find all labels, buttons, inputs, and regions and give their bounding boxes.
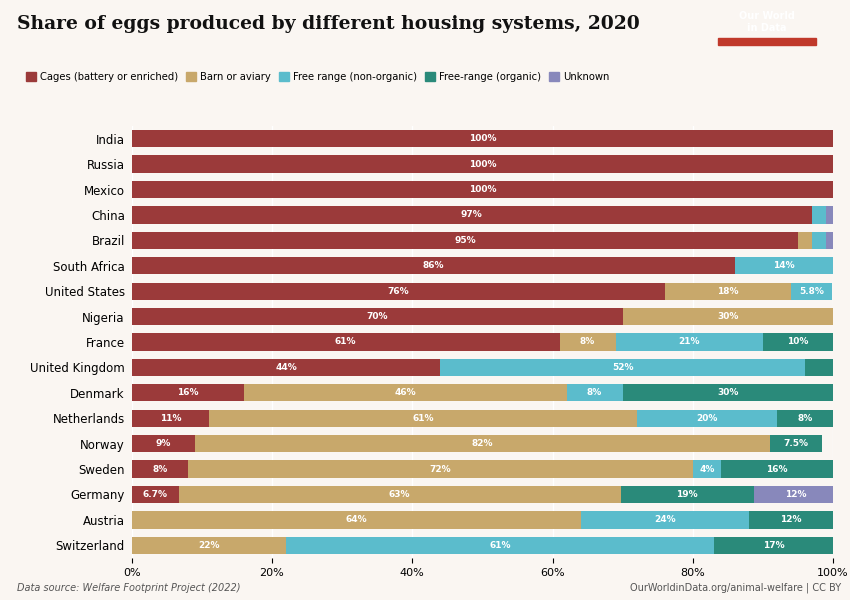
Text: 8%: 8%	[152, 464, 167, 473]
Bar	[132, 257, 734, 274]
Text: 16%: 16%	[177, 388, 199, 397]
Bar	[132, 155, 833, 173]
Text: 18%: 18%	[717, 287, 739, 296]
Bar	[567, 384, 622, 401]
Bar	[777, 410, 833, 427]
Text: Data source: Welfare Footprint Project (2022): Data source: Welfare Footprint Project (…	[17, 583, 241, 593]
Bar	[622, 308, 833, 325]
Text: 82%: 82%	[472, 439, 493, 448]
Text: 10%: 10%	[787, 337, 808, 346]
Text: 100%: 100%	[468, 185, 496, 194]
Bar	[132, 283, 665, 300]
Text: 70%: 70%	[366, 312, 388, 321]
Text: 100%: 100%	[468, 134, 496, 143]
Bar	[132, 460, 188, 478]
Text: 72%: 72%	[429, 464, 451, 473]
Text: 9%: 9%	[156, 439, 171, 448]
Text: 30%: 30%	[717, 388, 739, 397]
Text: 86%: 86%	[422, 261, 444, 270]
Bar	[209, 410, 637, 427]
Bar	[132, 181, 833, 198]
Text: 61%: 61%	[412, 414, 434, 423]
Bar	[132, 232, 798, 249]
Text: Our World: Our World	[740, 11, 795, 20]
Bar	[714, 536, 833, 554]
Text: 20%: 20%	[696, 414, 717, 423]
Bar	[622, 384, 833, 401]
Bar	[665, 283, 790, 300]
Bar	[132, 486, 178, 503]
Bar	[615, 334, 763, 350]
Bar	[812, 232, 826, 249]
Legend: Cages (battery or enriched), Barn or aviary, Free range (non-organic), Free-rang: Cages (battery or enriched), Barn or avi…	[22, 68, 613, 86]
Bar	[132, 536, 286, 554]
Text: 22%: 22%	[198, 541, 219, 550]
Bar	[132, 435, 195, 452]
Bar	[132, 130, 833, 148]
FancyBboxPatch shape	[718, 38, 816, 45]
Bar	[620, 486, 754, 503]
Bar	[798, 232, 812, 249]
Text: 5.8%: 5.8%	[799, 287, 824, 296]
Text: 16%: 16%	[766, 464, 788, 473]
Bar	[693, 460, 721, 478]
Text: 30%: 30%	[717, 312, 739, 321]
Text: 8%: 8%	[580, 337, 595, 346]
Bar	[749, 511, 833, 529]
Bar	[244, 384, 566, 401]
Text: 19%: 19%	[677, 490, 698, 499]
Text: 52%: 52%	[612, 363, 633, 372]
Bar	[763, 334, 833, 350]
Text: 63%: 63%	[389, 490, 411, 499]
Text: 12%: 12%	[780, 515, 802, 524]
Text: 46%: 46%	[394, 388, 416, 397]
Text: 100%: 100%	[468, 160, 496, 169]
Bar	[826, 206, 833, 224]
Text: 44%: 44%	[275, 363, 297, 372]
Bar	[812, 206, 826, 224]
Bar	[805, 359, 833, 376]
Text: 8%: 8%	[587, 388, 602, 397]
Bar	[132, 308, 622, 325]
Bar	[178, 486, 620, 503]
Bar	[826, 232, 833, 249]
Bar	[770, 435, 823, 452]
Bar	[286, 536, 714, 554]
Bar	[734, 257, 833, 274]
Bar	[637, 410, 777, 427]
Bar	[790, 283, 831, 300]
Bar	[132, 206, 812, 224]
Text: 97%: 97%	[461, 211, 483, 220]
Bar	[754, 486, 838, 503]
Text: 12%: 12%	[785, 490, 807, 499]
Bar	[132, 334, 559, 350]
Text: 21%: 21%	[678, 337, 700, 346]
Text: 14%: 14%	[774, 261, 795, 270]
Text: 7.5%: 7.5%	[784, 439, 808, 448]
Bar	[195, 435, 770, 452]
Bar	[188, 460, 693, 478]
Bar	[132, 384, 244, 401]
Bar	[132, 410, 209, 427]
Text: 95%: 95%	[454, 236, 476, 245]
Text: 4%: 4%	[699, 464, 715, 473]
Text: 8%: 8%	[797, 414, 813, 423]
Text: OurWorldinData.org/animal-welfare | CC BY: OurWorldinData.org/animal-welfare | CC B…	[631, 582, 842, 593]
Text: 11%: 11%	[160, 414, 181, 423]
Text: in Data: in Data	[747, 23, 787, 33]
Text: 6.7%: 6.7%	[143, 490, 167, 499]
Bar	[132, 511, 581, 529]
Text: 61%: 61%	[489, 541, 511, 550]
Bar	[440, 359, 805, 376]
Text: Share of eggs produced by different housing systems, 2020: Share of eggs produced by different hous…	[17, 15, 640, 33]
Text: 64%: 64%	[345, 515, 367, 524]
Text: 24%: 24%	[654, 515, 676, 524]
Bar	[721, 460, 833, 478]
Text: 17%: 17%	[762, 541, 785, 550]
Text: 76%: 76%	[388, 287, 409, 296]
Bar	[581, 511, 749, 529]
Text: 61%: 61%	[335, 337, 356, 346]
Bar	[559, 334, 615, 350]
Bar	[132, 359, 440, 376]
